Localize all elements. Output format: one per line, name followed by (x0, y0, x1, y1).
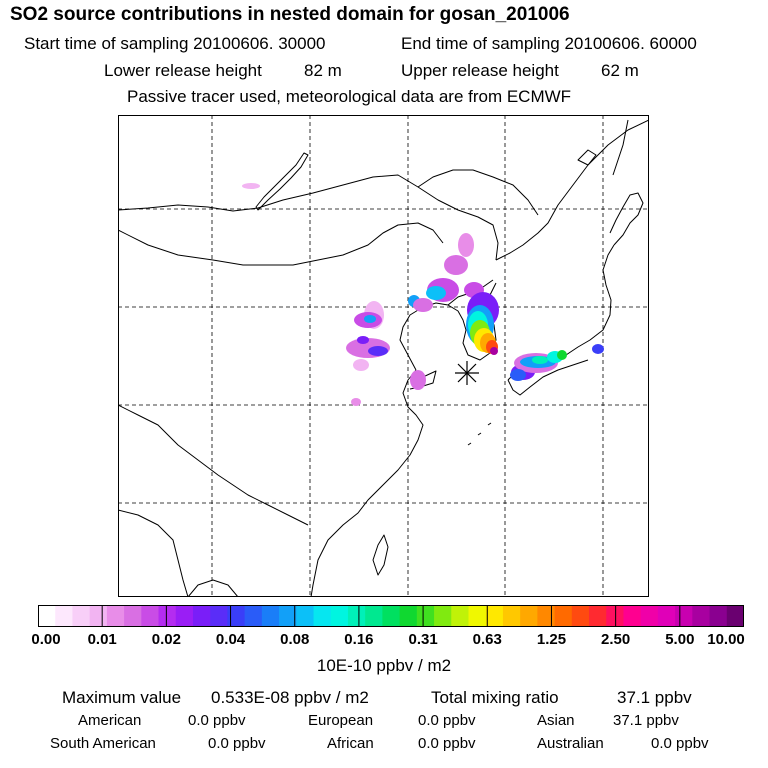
colorbar-cell (485, 605, 504, 627)
lower-release-label: Lower release height (104, 61, 262, 80)
lower-release-value: 82 m (304, 61, 342, 80)
end-time-label: End time of sampling 20100606. 60000 (401, 34, 697, 53)
colorbar-cell (709, 605, 728, 627)
colorbar-cell (261, 605, 280, 627)
graticule (118, 115, 649, 597)
map-panel (118, 115, 649, 597)
region-value: 0.0 ppbv (208, 735, 266, 752)
colorbar-cell (124, 605, 142, 627)
colorbar-cell (468, 605, 487, 627)
colorbar-tick-label: 0.63 (472, 631, 502, 648)
upper-release-label: Upper release height (401, 61, 559, 80)
colorbar-tick-label: 0.04 (215, 631, 246, 648)
colorbar-cell (192, 605, 211, 627)
colorbar-cell (158, 605, 177, 627)
region-value: 0.0 ppbv (418, 735, 476, 752)
region-name: African (327, 735, 374, 752)
colorbar-cell (692, 605, 711, 627)
region-name: Australian (537, 735, 604, 752)
colorbar-tick-label: 10.00 (707, 631, 745, 648)
colorbar-cell (55, 605, 74, 627)
colorbar-cell (175, 605, 194, 627)
colorbar-cell (675, 605, 693, 627)
colorbar-cell (520, 605, 538, 627)
colorbar-cell (399, 605, 418, 627)
colorbar-cell (244, 605, 263, 627)
concentration-field (242, 183, 604, 406)
colorbar-cell (589, 605, 607, 627)
region-value: 0.0 ppbv (418, 712, 476, 729)
colorbar-cell (227, 605, 246, 627)
total-mixing-label: Total mixing ratio (431, 688, 559, 707)
colorbar-cell (106, 605, 125, 627)
colorbar-cell (416, 605, 435, 627)
region-name: American (78, 712, 142, 729)
start-time-label: Start time of sampling 20100606. 30000 (24, 34, 326, 53)
colorbar-dividers (101, 605, 681, 627)
colorbar-tick-label: 0.00 (31, 631, 61, 648)
upper-release-value: 62 m (601, 61, 639, 80)
colorbar-unit: 10E-10 ppbv / m2 (316, 656, 452, 675)
colorbar-cell (141, 605, 160, 627)
colorbar-cell (347, 605, 366, 627)
colorbar-cell (296, 605, 315, 627)
region-value: 37.1 ppbv (613, 712, 679, 729)
colorbar (38, 605, 744, 627)
colorbar-tick-label: 0.08 (280, 631, 310, 648)
colorbar-cell (537, 605, 556, 627)
region-value: 0.0 ppbv (188, 712, 246, 729)
colorbar-cell (502, 605, 521, 627)
colorbar-cell (330, 605, 349, 627)
colorbar-tick-label: 0.16 (344, 631, 374, 648)
plot-title: SO2 source contributions in nested domai… (10, 4, 570, 25)
colorbar-tick-label: 1.25 (536, 631, 567, 648)
colorbar-cell (72, 605, 91, 627)
colorbar-tick-label: 0.02 (151, 631, 181, 648)
colorbar-cell (365, 605, 383, 627)
colorbar-cell (451, 605, 470, 627)
region-value: 0.0 ppbv (651, 735, 709, 752)
colorbar-cell (657, 605, 676, 627)
max-value: 0.533E-08 ppbv / m2 (211, 688, 369, 707)
total-mixing-value: 37.1 ppbv (617, 688, 692, 707)
region-name: European (308, 712, 374, 729)
region-name: Asian (537, 712, 575, 729)
gosan-site-marker (455, 361, 479, 385)
colorbar-tick-label: 0.31 (408, 631, 438, 648)
colorbar-cell (89, 605, 108, 627)
colorbar-cells (38, 605, 744, 627)
max-value-label: Maximum value (62, 688, 182, 707)
region-name: South American (50, 735, 156, 752)
colorbar-cell (38, 605, 56, 627)
colorbar-tick-label: 0.01 (87, 631, 117, 648)
colorbar-cell (640, 605, 659, 627)
colorbar-cell (382, 605, 401, 627)
tracer-note: Passive tracer used, meteorological data… (127, 87, 572, 106)
colorbar-cell (434, 605, 452, 627)
colorbar-cell (554, 605, 573, 627)
colorbar-tick-label: 2.50 (601, 631, 631, 648)
colorbar-cell (726, 605, 744, 627)
colorbar-cell (571, 605, 590, 627)
colorbar-cell (279, 605, 297, 627)
colorbar-cell (313, 605, 332, 627)
colorbar-tick-label: 5.00 (665, 631, 695, 648)
colorbar-cell (210, 605, 229, 627)
colorbar-cell (623, 605, 642, 627)
